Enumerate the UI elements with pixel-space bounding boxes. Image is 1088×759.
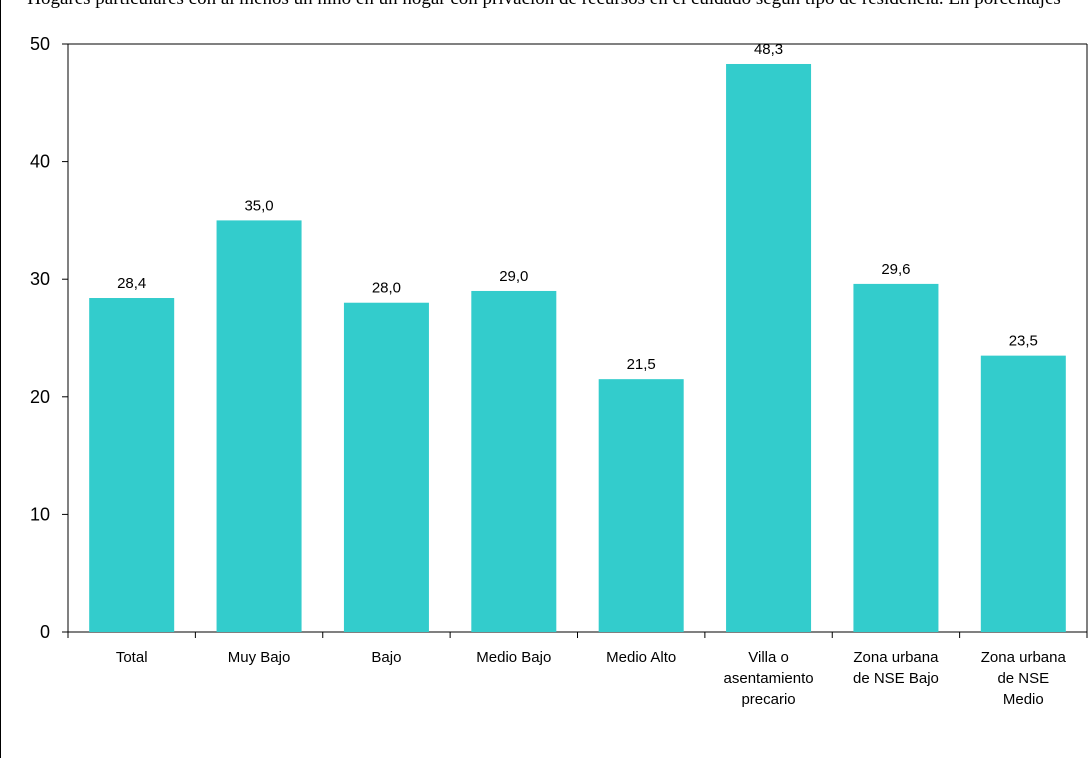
data-label: 29,6 — [881, 261, 910, 278]
data-label: 29,0 — [499, 268, 528, 285]
data-label: 23,5 — [1009, 333, 1038, 350]
bar — [471, 290, 557, 632]
y-tick-label: 30 — [30, 269, 50, 289]
bar — [216, 220, 302, 632]
y-tick-label: 50 — [30, 34, 50, 54]
data-label: 48,3 — [754, 41, 783, 58]
category-label: Total — [116, 649, 148, 666]
category-label: Villa o asentamiento precario — [724, 649, 814, 708]
category-label: Medio Bajo — [476, 649, 551, 666]
bar — [343, 302, 429, 632]
bar — [853, 283, 939, 632]
data-label: 21,5 — [627, 356, 656, 373]
category-label: Bajo — [371, 649, 401, 666]
data-label: 28,4 — [117, 275, 146, 292]
data-label: 28,0 — [372, 280, 401, 297]
category-label: Zona urbana de NSE Medio — [981, 649, 1067, 708]
category-label: Medio Alto — [606, 649, 676, 666]
bar — [598, 379, 684, 632]
y-tick-label: 40 — [30, 152, 50, 172]
category-label: Zona urbana de NSE Bajo — [853, 649, 939, 687]
bar — [89, 298, 175, 632]
y-tick-label: 10 — [30, 504, 50, 524]
y-tick-label: 20 — [30, 387, 50, 407]
y-tick-label: 0 — [40, 622, 50, 642]
bar — [726, 63, 812, 632]
chart-title: Hogares particulares con al menos un niñ… — [0, 0, 1088, 10]
bar — [980, 355, 1066, 632]
data-label: 35,0 — [244, 197, 273, 214]
category-label: Muy Bajo — [228, 649, 291, 666]
